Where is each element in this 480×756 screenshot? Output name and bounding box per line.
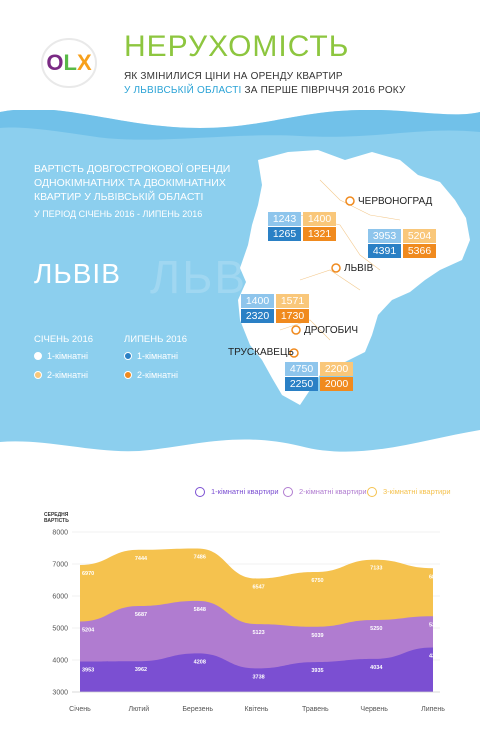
- city-name-drohobych: ДРОГОБИЧ: [304, 325, 359, 336]
- price-drohobych-jan-1: 1400: [241, 294, 274, 308]
- y-tick-label-1: 4000: [52, 658, 68, 665]
- data-label-s3-1: 7444: [135, 556, 148, 562]
- data-label-s3-4: 6750: [311, 578, 323, 584]
- x-tick-label-0: Січень: [69, 705, 91, 713]
- data-label-s1-3: 3738: [253, 674, 265, 680]
- olx-logo-icon: [41, 38, 97, 88]
- legend-jan-2-dot: [34, 371, 42, 379]
- price-drohobych-jul-1: 2320: [241, 309, 274, 323]
- data-label-s3-6: 6867: [429, 574, 441, 580]
- price-lviv-jul-1: 4391: [368, 244, 401, 258]
- legend-jul-heading: ЛИПЕНЬ 2016: [124, 334, 188, 345]
- chart-legend-2-label: 2-кімнатні квартири: [299, 487, 367, 496]
- city-markers: [289, 196, 355, 358]
- data-label-s1-0: 3953: [82, 668, 94, 674]
- chart-legend-3-icon: [367, 487, 377, 497]
- legend-jan-1-label: 1-кімнатні: [47, 351, 88, 361]
- x-tick-label-1: Лютий: [128, 705, 149, 713]
- price-chervonohrad-jul-2: 1321: [303, 227, 336, 241]
- legend-jul-1-label: 1-кімнатні: [137, 351, 178, 361]
- chart-legend-1-label: 1-кімнатні квартири: [211, 487, 279, 496]
- data-label-s1-1: 3962: [135, 667, 147, 673]
- price-lviv-jan-2: 5204: [403, 229, 436, 243]
- x-tick-label-4: Травень: [302, 706, 329, 713]
- data-label-s3-3: 6547: [253, 584, 265, 590]
- price-truskavets-jan-1: 4750: [285, 362, 318, 376]
- series-area-1: [80, 647, 433, 692]
- legend-jan-2-label: 2-кімнатні: [47, 370, 88, 380]
- city-name-chervonohrad: ЧЕРВОНОГРАД: [358, 196, 433, 207]
- price-chervonohrad-jan-1: 1243: [268, 212, 301, 226]
- data-label-s3-2: 7486: [194, 554, 206, 560]
- price-chervonohrad-jul-1: 1265: [268, 227, 301, 241]
- price-lviv-jul-2: 5366: [403, 244, 436, 258]
- x-tick-label-3: Квітень: [245, 705, 269, 713]
- data-label-s2-1: 5687: [135, 612, 147, 618]
- y-tick-label-5: 8000: [52, 530, 68, 537]
- data-label-s2-0: 5204: [82, 627, 95, 633]
- price-chervonohrad-jan-2: 1400: [303, 212, 336, 226]
- legend-jan-1-dot: [34, 352, 42, 360]
- city-big-title: ЛЬВІВ: [34, 258, 121, 289]
- marker-truskavets: [289, 348, 299, 358]
- data-label-s2-3: 5123: [253, 630, 265, 636]
- data-label-s3-5: 7133: [370, 566, 382, 572]
- subtitle-line1: ЯК ЗМІНИЛИСЯ ЦІНИ НА ОРЕНДУ КВАРТИР: [124, 71, 343, 82]
- subtitle-highlight: У ЛЬВІВСЬКІЙ ОБЛАСТІ: [124, 85, 242, 96]
- period-label: У ПЕРІОД СІЧЕНЬ 2016 - ЛИПЕНЬ 2016: [34, 209, 203, 219]
- price-lviv-jan-1: 3953: [368, 229, 401, 243]
- olx-logo: OLX: [46, 50, 92, 75]
- subtitle-rest: ЗА ПЕРШЕ ПІВРІЧЧЯ 2016 РОКУ: [241, 85, 406, 96]
- x-tick-label-6: Липень: [421, 706, 445, 713]
- map-section-title: ВАРТІСТЬ ДОВГОСТРОКОВОЇ ОРЕНДИ ОДНОКІМНА…: [34, 163, 231, 203]
- data-label-s1-5: 4034: [370, 665, 383, 671]
- x-tick-label-2: Березень: [182, 706, 213, 713]
- data-label-s2-5: 5250: [370, 626, 382, 632]
- city-name-lviv: ЛЬВІВ: [344, 263, 374, 274]
- page-title: НЕРУХОМІСТЬ: [124, 30, 350, 63]
- price-truskavets-jul-2: 2000: [320, 377, 353, 391]
- x-tick-label-5: Червень: [360, 706, 388, 713]
- legend-jul-2-label: 2-кімнатні: [137, 370, 178, 380]
- y-tick-label-2: 5000: [52, 626, 68, 633]
- price-truskavets-jan-2: 2200: [320, 362, 353, 376]
- data-label-s2-4: 5039: [311, 633, 323, 639]
- area-chart: 3000 4000 5000 6000 7000 8000 3953 3962 4208 3738…: [52, 530, 445, 714]
- chart-legend-1-icon: [195, 487, 205, 497]
- data-label-s2-2: 5848: [194, 607, 206, 613]
- chart-legend-2-icon: [283, 487, 293, 497]
- chart-legend-3-label: 3-кімнатні квартири: [383, 487, 451, 496]
- data-label-s2-6: 5366: [429, 622, 441, 628]
- data-label-s1-2: 4208: [194, 659, 206, 665]
- chart-ylabel: СЕРЕДНЯ ВАРТІСТЬ: [44, 512, 69, 524]
- price-drohobych-jan-2: 1571: [276, 294, 309, 308]
- legend-jul-1-dot: [124, 352, 132, 360]
- legend-jan-heading: СІЧЕНЬ 2016: [34, 334, 94, 345]
- legend-jul-2-dot: [124, 371, 132, 379]
- marker-lviv: [331, 263, 341, 273]
- y-tick-label-4: 7000: [52, 562, 68, 569]
- marker-chervonohrad: [345, 196, 355, 206]
- subtitle-line2: У ЛЬВІВСЬКІЙ ОБЛАСТІ ЗА ПЕРШЕ ПІВРІЧЧЯ 2…: [124, 85, 406, 96]
- price-drohobych-jul-2: 1730: [276, 309, 309, 323]
- price-truskavets-jul-1: 2250: [285, 377, 318, 391]
- city-name-truskavets: ТРУСКАВЕЦЬ: [228, 347, 294, 358]
- data-label-s1-6: 4391: [429, 653, 441, 659]
- marker-drohobych: [291, 325, 301, 335]
- header: OLX НЕРУХОМІСТЬ ЯК ЗМІНИЛИСЯ ЦІНИ НА ОРЕ…: [0, 0, 480, 110]
- y-tick-label-0: 3000: [52, 690, 68, 697]
- y-tick-label-3: 6000: [52, 594, 68, 601]
- data-label-s1-4: 3935: [311, 668, 323, 674]
- data-label-s3-0: 6970: [82, 571, 94, 577]
